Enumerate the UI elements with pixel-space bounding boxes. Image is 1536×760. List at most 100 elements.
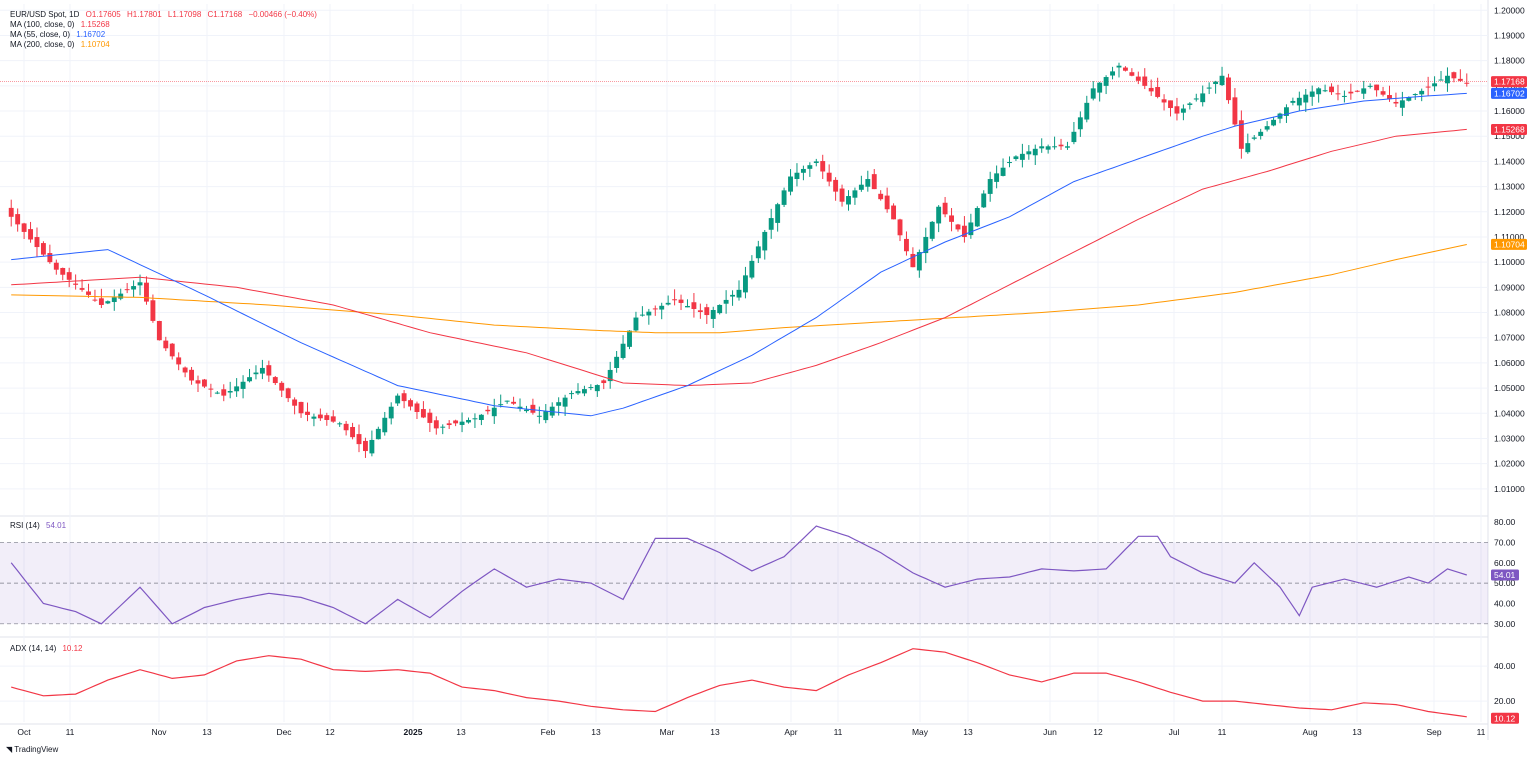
candle-body [234,386,240,392]
time-tick-label: Aug [1302,727,1317,737]
candle-body [350,426,356,438]
candle-body [1290,100,1296,103]
ma100-legend[interactable]: MA (100, close, 0) 1.15268 [10,20,114,30]
candle-body [189,369,195,381]
candle-body [1052,146,1058,148]
candle-body [781,190,787,205]
candle-body [588,387,594,389]
candle-body [1110,71,1115,76]
candle-body [485,409,491,412]
ohlc-close: C1.17168 [207,10,243,19]
candle-body [1425,86,1431,88]
candle-body [1180,108,1186,113]
candle-body [66,272,72,280]
time-tick-label: Dec [276,727,292,737]
rsi-legend[interactable]: RSI (14) 54.01 [10,521,70,531]
candle-body [427,412,433,423]
candle-body [337,423,343,425]
ma55-legend[interactable]: MA (55, close, 0) 1.16702 [10,30,109,40]
candle-body [1007,162,1012,164]
candle-body [1412,94,1418,96]
time-tick-label: 12 [325,727,335,737]
rsi-tick-label: 30.00 [1494,619,1516,629]
candle-body [240,381,246,389]
candle-body [1135,76,1141,81]
candle-body [266,365,272,376]
time-tick-label: Sep [1426,727,1441,737]
rsi-tick-label: 50.00 [1494,578,1516,588]
candle-body [1264,126,1270,130]
candle-body [833,179,839,192]
candle-body [723,299,729,304]
price-tick-label: 1.13000 [1494,182,1525,192]
candle-body [1000,167,1006,176]
candle-body [1406,97,1412,101]
candle-body [401,393,407,402]
candle-body [1116,65,1122,68]
ma200-legend[interactable]: MA (200, close, 0) 1.10704 [10,40,114,50]
candle-body [942,202,948,215]
price-tick-label: 1.10000 [1494,257,1525,267]
candle-body [137,282,143,286]
candle-body [846,196,851,205]
candle-body [478,414,484,420]
tradingview-logo-icon: ◥ [6,745,13,754]
candle-body [704,307,710,316]
ma55-label: MA (55, close, 0) [10,30,71,39]
candle-body [124,289,130,291]
candle-body [556,402,562,406]
candle-body [536,415,542,417]
candle-body [1335,93,1341,95]
candle-body [311,416,317,419]
candle-body [53,262,59,270]
candle-body [1309,91,1315,97]
adx-legend[interactable]: ADX (14, 14) 10.12 [10,644,87,654]
candle-body [182,367,188,373]
candle-body [472,418,478,420]
candle-body [73,283,79,285]
candle-body [259,367,265,374]
adx-line [11,648,1467,718]
candle-body [994,173,1000,182]
candle-body [111,297,117,303]
candle-body [569,393,574,395]
price-badge-label: 1.10704 [1494,239,1525,249]
candle-body [768,218,774,230]
adx-badge [1491,712,1519,724]
price-tick-label: 1.04000 [1494,408,1525,418]
candle-body [1077,117,1083,130]
candle-body [1090,88,1096,99]
candle-body [1103,77,1109,86]
candle-body [343,423,349,431]
candle-body [1296,97,1302,106]
candle-body [279,382,285,391]
tradingview-logo[interactable]: ◥ TradingView [6,745,58,754]
candle-body [86,291,91,295]
candle-body [961,225,967,237]
candle-body [1071,131,1077,143]
candle-body [717,304,723,314]
candle-body [60,267,66,275]
price-badge-label: 1.16702 [1494,88,1525,98]
rsi-label: RSI (14) [10,521,40,530]
ohlc-change: −0.00466 (−0.40%) [248,10,317,19]
candle-body [981,193,987,208]
price-badge [1491,87,1527,99]
candle-body [594,385,600,392]
candle-body [285,388,291,399]
candle-body [40,243,46,255]
candle-body [517,406,523,409]
candle-body [826,172,832,182]
candle-body [858,184,864,190]
candle-body [1329,86,1334,93]
time-tick-label: Feb [541,727,556,737]
candle-body [1193,98,1199,100]
candle-body [691,302,697,309]
candle-body [936,206,942,224]
ma200-label: MA (200, close, 0) [10,40,75,49]
candle-body [646,311,652,316]
candle-body [433,420,439,429]
candle-body [466,419,471,423]
candle-body [562,397,568,407]
candle-body [208,388,214,390]
